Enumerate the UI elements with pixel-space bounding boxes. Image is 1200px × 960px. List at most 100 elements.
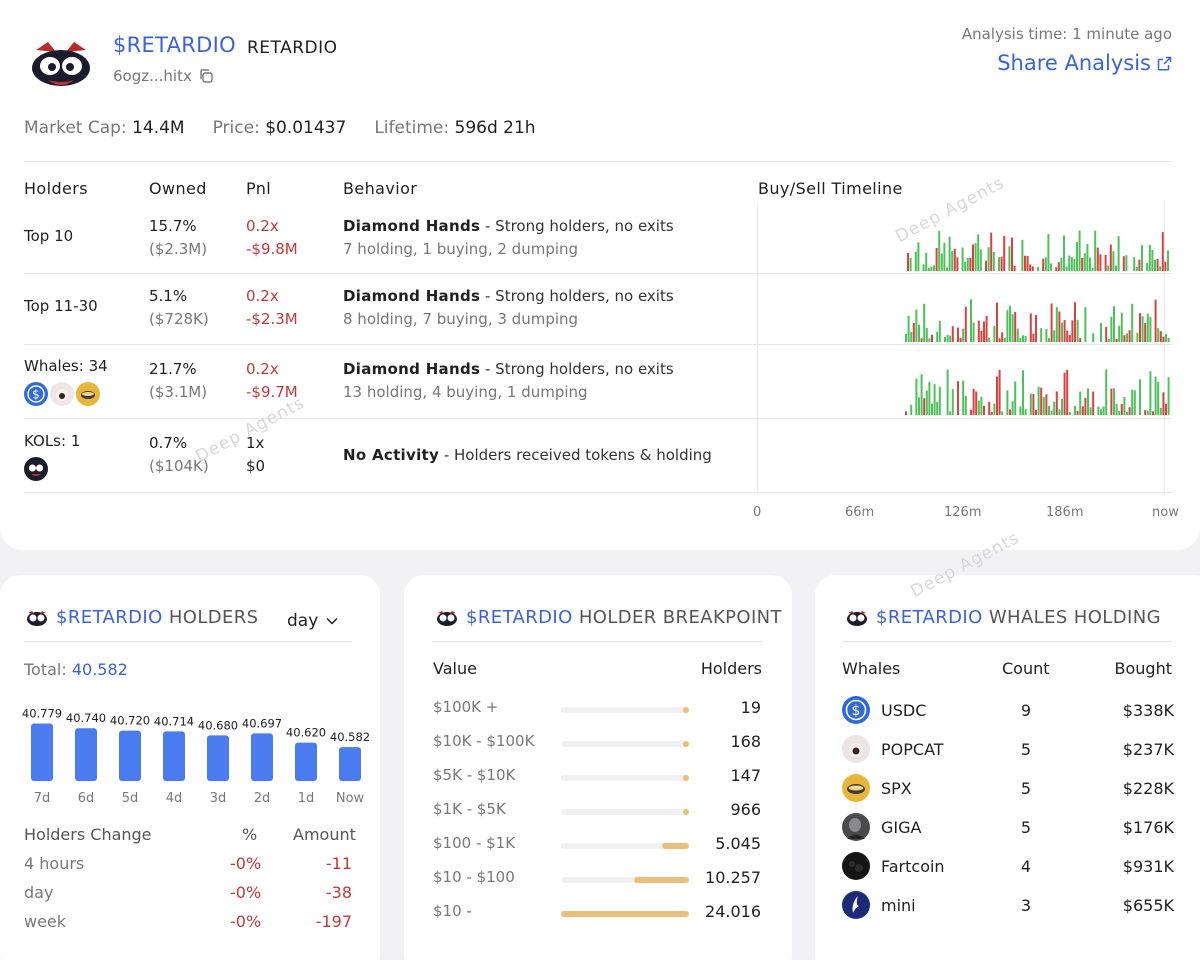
buy-activity-bar xyxy=(928,338,931,342)
copy-icon[interactable] xyxy=(198,68,214,84)
behavior-cell: Diamond Hands - Strong holders, no exits… xyxy=(343,217,674,258)
sell-activity-bar xyxy=(1032,333,1035,342)
holders-bar[interactable] xyxy=(163,731,185,781)
sell-activity-bar xyxy=(1063,372,1066,415)
row-divider xyxy=(24,273,1172,274)
buy-activity-bar xyxy=(1073,258,1076,271)
fartcoin-icon xyxy=(842,852,870,880)
buy-activity-bar xyxy=(964,261,967,271)
holders-bar[interactable] xyxy=(295,742,317,781)
buy-activity-bar xyxy=(1048,338,1050,342)
svg-text:$: $ xyxy=(32,388,40,402)
sell-activity-bar xyxy=(1161,232,1164,271)
buy-activity-bar xyxy=(962,380,965,415)
sell-activity-bar xyxy=(1079,338,1082,342)
buy-activity-bar xyxy=(1050,410,1053,415)
sell-activity-bar xyxy=(983,321,985,342)
card-divider xyxy=(842,641,1172,642)
sell-activity-bar xyxy=(964,306,967,342)
buy-activity-bar xyxy=(1022,335,1024,342)
pnl-usd: -$2.3M xyxy=(246,310,298,328)
breakpoint-row: $100 - $1K 5.045 xyxy=(433,834,763,854)
whale-row-popcat[interactable]: POPCAT 5 $237K xyxy=(842,735,1174,765)
timeline-axis-label: now xyxy=(1152,505,1179,520)
buy-activity-bar xyxy=(1115,403,1118,415)
buy-activity-bar xyxy=(1135,267,1138,271)
breakpoint-bar-fill xyxy=(683,775,689,781)
buy-activity-bar xyxy=(1055,307,1058,342)
sell-activity-bar xyxy=(1120,403,1123,415)
buy-activity-bar xyxy=(1146,410,1149,415)
behavior-desc: - Holders received tokens & holding xyxy=(439,446,712,464)
sell-activity-bar xyxy=(953,248,956,271)
pnl-cell: 1x $0 xyxy=(246,434,265,475)
sell-activity-bar xyxy=(1162,336,1165,342)
behavior-sub: 7 holding, 1 buying, 2 dumping xyxy=(343,240,579,258)
holders-bar[interactable] xyxy=(119,730,141,781)
sell-activity-bar xyxy=(996,302,998,342)
holders-bar[interactable] xyxy=(31,723,53,781)
breakpoint-bar-track xyxy=(561,707,689,713)
buy-activity-bar xyxy=(1070,257,1073,271)
whale-name: POPCAT xyxy=(881,740,944,759)
sell-activity-bar xyxy=(1105,326,1108,342)
holders-bar[interactable] xyxy=(339,747,361,781)
whale-row-spx[interactable]: SPX 5 $228K xyxy=(842,774,1174,804)
period-select[interactable]: day xyxy=(287,611,338,631)
sell-activity-bar xyxy=(1031,266,1034,271)
buy-activity-bar xyxy=(910,332,913,342)
whales-card-title: $RETARDIO WHALES HOLDING xyxy=(846,607,1161,628)
whale-row-usdc[interactable]: $ USDC 9 $338K xyxy=(842,696,1174,726)
whale-row-mini[interactable]: mini 3 $655K xyxy=(842,891,1174,921)
token-analysis-card xyxy=(0,0,1200,550)
share-analysis-link[interactable]: Share Analysis xyxy=(997,51,1172,75)
behavior-cell: Diamond Hands - Strong holders, no exits… xyxy=(343,287,674,328)
whale-row-giga[interactable]: GIGA 5 $176K xyxy=(842,813,1174,843)
table-bottom-divider xyxy=(24,492,1172,493)
buy-activity-bar xyxy=(1107,338,1110,342)
owned-pct: 15.7% xyxy=(149,217,197,235)
buy-activity-bar xyxy=(1050,263,1052,271)
buy-activity-bar xyxy=(980,396,983,415)
col-header-behavior: Behavior xyxy=(343,179,418,198)
buy-activity-bar xyxy=(977,234,980,271)
whale-row-fartcoin[interactable]: Fartcoin 4 $931K xyxy=(842,852,1174,882)
buy-activity-bar xyxy=(1068,411,1071,415)
buy-activity-bar xyxy=(1092,333,1095,342)
sell-activity-bar xyxy=(985,316,988,342)
share-analysis-label[interactable]: Share Analysis xyxy=(997,51,1151,75)
buy-activity-bar xyxy=(949,411,952,415)
owned-pct: 21.7% xyxy=(149,360,197,378)
breakpoint-bar-track xyxy=(561,775,689,781)
buy-activity-bar xyxy=(1148,244,1151,271)
buy-activity-bar xyxy=(1139,379,1141,415)
sell-activity-bar xyxy=(1057,262,1060,271)
external-link-icon[interactable] xyxy=(1157,56,1172,71)
price-value: $0.01437 xyxy=(265,118,347,138)
market-cap-stat: Market Cap: 14.4M xyxy=(24,118,185,138)
bought-header: Bought xyxy=(1114,659,1172,678)
breakpoint-holders: 19 xyxy=(740,698,761,717)
buy-activity-bar xyxy=(918,397,920,415)
buy-activity-bar xyxy=(1089,407,1092,415)
buy-activity-bar xyxy=(1076,319,1079,342)
buy-activity-bar xyxy=(931,403,933,415)
period-select-value[interactable]: day xyxy=(287,611,319,631)
holders-bar-category-label: 2d xyxy=(254,791,271,806)
sell-activity-bar xyxy=(1011,237,1013,271)
holders-label: KOLs: 1 xyxy=(24,432,81,450)
behavior-title: Diamond Hands xyxy=(343,360,481,378)
holders-bar[interactable] xyxy=(75,728,97,781)
holders-bar-category-label: 3d xyxy=(210,791,227,806)
sell-activity-bar xyxy=(1035,315,1037,342)
price-stat: Price: $0.01437 xyxy=(213,118,347,138)
buy-activity-bar xyxy=(1126,412,1128,415)
card-divider xyxy=(24,641,352,642)
holders-bar[interactable] xyxy=(251,733,273,781)
holders-bar[interactable] xyxy=(207,735,229,781)
breakpoint-bar-fill xyxy=(561,911,689,917)
pnl-cell: 0.2x -$9.7M xyxy=(246,360,298,401)
chevron-down-icon[interactable] xyxy=(326,617,338,625)
spx-icon xyxy=(76,382,100,406)
buy-activity-bar xyxy=(949,335,952,342)
